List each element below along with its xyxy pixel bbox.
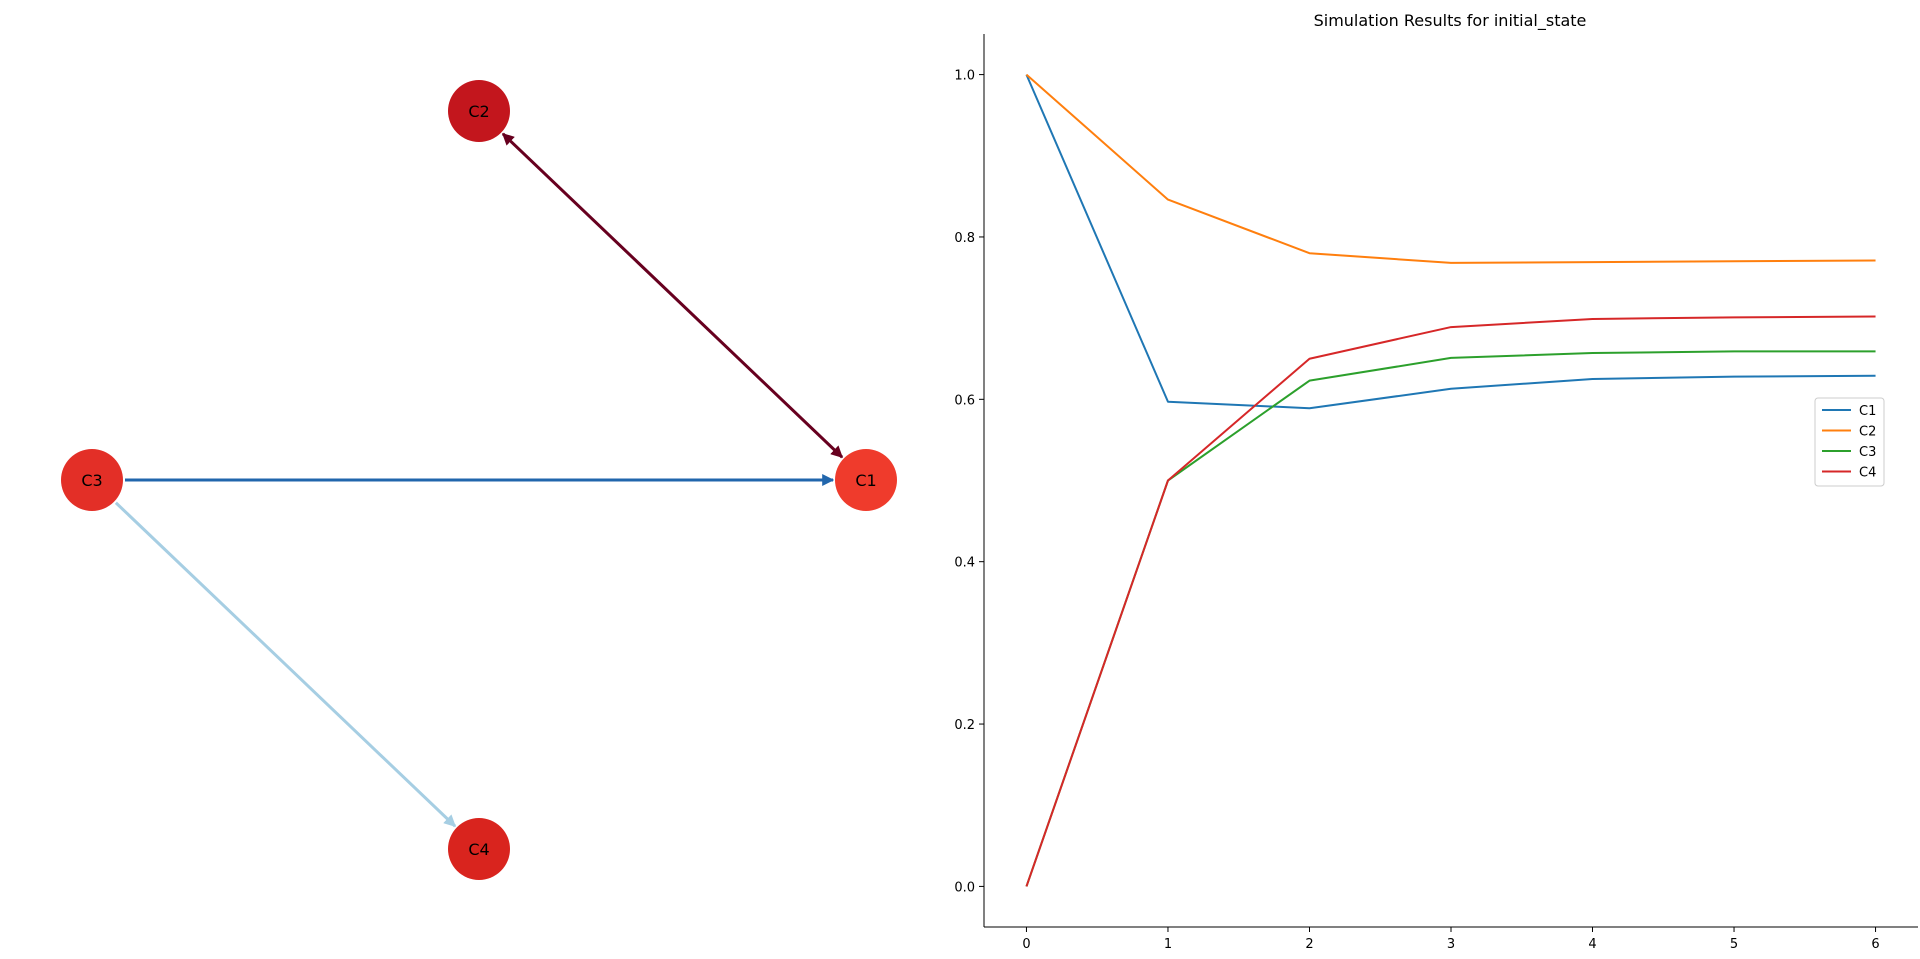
x-tick-label: 4 bbox=[1588, 937, 1596, 952]
edge-c3-c4 bbox=[114, 501, 457, 828]
y-tick-label: 1.0 bbox=[954, 69, 975, 84]
chart-title: Simulation Results for initial_state bbox=[1314, 11, 1587, 31]
node-label-c1: C1 bbox=[855, 471, 876, 490]
series-line-c3 bbox=[1025, 350, 1876, 887]
node-label-c4: C4 bbox=[468, 840, 489, 859]
y-tick-label: 0.6 bbox=[954, 393, 975, 408]
node-c2 bbox=[448, 80, 510, 142]
network-graph: C1 C2 C3 C4 bbox=[61, 80, 897, 880]
y-tick-label: 0.0 bbox=[954, 880, 975, 895]
graph-edges bbox=[114, 132, 844, 828]
series-line-c2 bbox=[1025, 73, 1876, 264]
node-c1 bbox=[835, 449, 897, 511]
node-c4 bbox=[448, 818, 510, 880]
y-tick-label: 0.4 bbox=[954, 556, 975, 571]
edge-c1-c2 bbox=[501, 132, 844, 459]
line-chart: Simulation Results for initial_state 0 1 2… bbox=[954, 11, 1918, 952]
legend-frame bbox=[1814, 397, 1885, 487]
node-label-c2: C2 bbox=[468, 102, 489, 121]
x-tick-label: 0 bbox=[1022, 937, 1030, 952]
x-tick-label: 1 bbox=[1164, 937, 1172, 952]
legend-label-c1: C1 bbox=[1859, 404, 1876, 419]
chart-axes bbox=[983, 34, 1918, 928]
graph-nodes: C1 C2 C3 C4 bbox=[61, 80, 897, 880]
legend-label-c4: C4 bbox=[1859, 466, 1876, 481]
node-label-c3: C3 bbox=[81, 471, 102, 490]
x-tick-label: 6 bbox=[1871, 937, 1879, 952]
x-tick-label: 2 bbox=[1305, 937, 1313, 952]
y-ticks: 0.0 0.2 0.4 0.6 0.8 1.0 bbox=[954, 69, 984, 895]
series-line-c4 bbox=[1025, 315, 1876, 887]
legend-label-c2: C2 bbox=[1859, 425, 1876, 440]
x-tick-label: 3 bbox=[1447, 937, 1455, 952]
series-lines bbox=[1025, 73, 1876, 887]
y-tick-label: 0.2 bbox=[954, 718, 975, 733]
x-ticks: 0 1 2 3 4 5 6 bbox=[1022, 927, 1880, 952]
legend-label-c3: C3 bbox=[1859, 445, 1876, 460]
x-tick-label: 5 bbox=[1730, 937, 1738, 952]
y-tick-label: 0.8 bbox=[954, 231, 975, 246]
legend: C1 C2 C3 C4 bbox=[1814, 397, 1885, 487]
node-c3 bbox=[61, 449, 123, 511]
series-line-c1 bbox=[1025, 74, 1876, 410]
